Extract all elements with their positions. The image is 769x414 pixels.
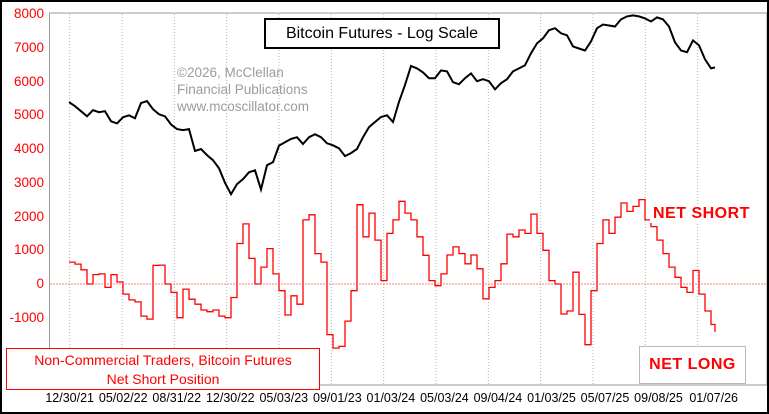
- x-tick-label: 05/07/25: [580, 391, 630, 405]
- copyright-line: www.mcoscillator.com: [177, 99, 310, 114]
- price-line: [68, 14, 716, 197]
- x-tick-label: 09/04/24: [473, 391, 523, 405]
- chart-title-box: Bitcoin Futures - Log Scale: [264, 18, 500, 49]
- x-tick-label: 01/03/24: [366, 391, 416, 405]
- y-tick-label: 2000: [13, 208, 44, 224]
- x-tick-label: 12/30/22: [205, 391, 255, 405]
- x-tick-label: 01/07/26: [689, 391, 738, 405]
- annotation-box: Non-Commercial Traders, Bitcoin Futures …: [6, 348, 320, 390]
- net-long-label: NET LONG: [639, 346, 746, 384]
- copyright-line: Financial Publications: [177, 82, 308, 97]
- y-tick-label: 4000: [13, 141, 44, 157]
- copyright-text: ©2026, McClellan Financial Publications …: [177, 64, 309, 115]
- copyright-line: ©2026, McClellan: [177, 65, 284, 80]
- x-tick-label: 08/31/22: [152, 391, 202, 405]
- x-tick-label: 05/02/22: [98, 391, 148, 405]
- y-tick-label: 8000: [13, 6, 44, 22]
- x-tick-label: 01/03/25: [527, 391, 576, 405]
- plot-frame: [49, 12, 767, 386]
- x-tick-label: 05/03/24: [420, 391, 469, 405]
- y-tick-label: 3000: [13, 174, 44, 190]
- x-tick-label: 09/08/25: [634, 391, 683, 405]
- x-tick-label: 09/01/23: [313, 391, 362, 405]
- y-tick-label: 6000: [13, 73, 44, 89]
- net-long-text: NET LONG: [649, 356, 736, 373]
- chart-title: Bitcoin Futures - Log Scale: [285, 24, 479, 42]
- y-tick-label: 0: [36, 276, 44, 291]
- annotation-line2: Net Short Position: [106, 371, 220, 387]
- x-tick-label: 05/03/23: [259, 391, 309, 405]
- y-tick-label: 5000: [13, 107, 44, 123]
- net-position-line: [69, 198, 716, 349]
- x-tick-label: 12/30/21: [45, 391, 95, 405]
- y-tick-label: -1000: [9, 309, 44, 325]
- annotation-line1: Non-Commercial Traders, Bitcoin Futures: [34, 352, 292, 368]
- y-tick-label: 7000: [13, 39, 44, 55]
- net-short-label: NET SHORT: [650, 205, 753, 223]
- y-tick-label: 1000: [13, 242, 44, 258]
